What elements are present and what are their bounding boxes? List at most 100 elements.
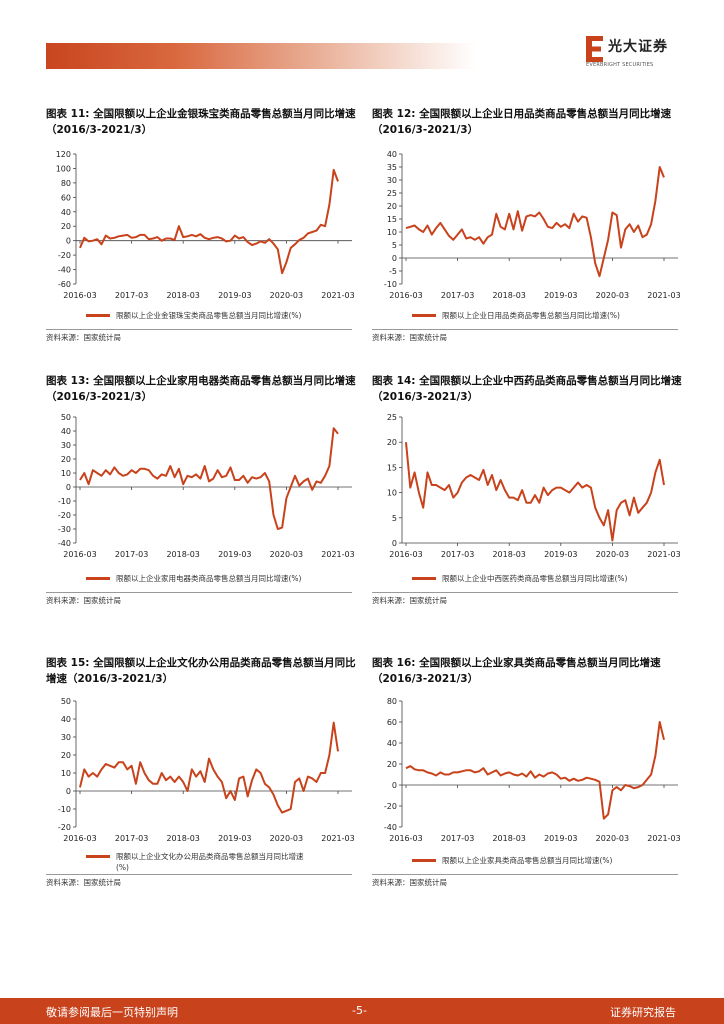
x-tick-label: 2018-03 xyxy=(166,550,199,559)
chart-legend: 限额以上企业金银珠宝类商品零售总额当月同比增速(%) xyxy=(86,310,356,321)
y-tick-label: 25 xyxy=(387,413,397,422)
brand-logo: 光大证券 EVERBRIGHT SECURITIES xyxy=(586,34,686,74)
y-tick-label: 20 xyxy=(387,438,397,447)
x-tick-label: 2017-03 xyxy=(441,291,474,300)
y-tick-label: 40 xyxy=(61,208,71,217)
series-line xyxy=(79,427,339,530)
legend-swatch xyxy=(412,577,436,580)
x-tick-label: 2017-03 xyxy=(115,834,148,843)
line-chart: -40 -30 -20 -10 0 10 20 30 40 50 2016-03 2017-03 201… xyxy=(58,413,355,559)
y-tick-label: -20 xyxy=(58,823,71,832)
x-tick-label: 2020-03 xyxy=(270,550,303,559)
y-tick-label: 10 xyxy=(61,769,71,778)
x-tick-label: 2019-03 xyxy=(218,550,251,559)
y-tick-label: -10 xyxy=(58,805,71,814)
chart-panel-2: 图表 12: 全国限额以上企业日用品类商品零售总额当月同比增速（2016/3-2… xyxy=(372,106,692,346)
source-divider xyxy=(46,592,352,593)
chart-source: 资料来源：国家统计局 xyxy=(372,333,447,342)
y-tick-label: 40 xyxy=(387,739,397,748)
chart-source: 资料来源：国家统计局 xyxy=(372,878,447,887)
chart-panel-1: 图表 11: 全国限额以上企业金银珠宝类商品零售总额当月同比增速（2016/3-… xyxy=(46,106,366,346)
chart-panel-5: 图表 15: 全国限额以上企业文化办公用品类商品零售总额当月同比增速（2016/… xyxy=(46,655,366,891)
x-tick-label: 2018-03 xyxy=(166,291,199,300)
x-tick-label: 2020-03 xyxy=(596,834,629,843)
y-tick-label: -20 xyxy=(58,251,71,260)
x-tick-label: 2017-03 xyxy=(441,550,474,559)
y-tick-label: 0 xyxy=(392,539,397,548)
y-tick-label: 30 xyxy=(387,176,397,185)
chart-legend: 限额以上企业家用电器类商品零售总额当月同比增速(%) xyxy=(86,573,356,584)
y-tick-label: 30 xyxy=(61,733,71,742)
x-tick-label: 2018-03 xyxy=(492,291,525,300)
line-chart: -60 -40 -20 0 20 40 60 80 100 120 2016-03 2017-03 20… xyxy=(56,150,355,300)
y-tick-label: 0 xyxy=(66,483,71,492)
y-tick-label: 50 xyxy=(61,697,71,706)
x-tick-label: 2016-03 xyxy=(389,291,422,300)
legend-swatch xyxy=(412,314,436,317)
y-tick-label: 10 xyxy=(387,489,397,498)
y-tick-label: -10 xyxy=(58,497,71,506)
series-line xyxy=(79,721,339,814)
x-tick-label: 2016-03 xyxy=(389,550,422,559)
y-tick-label: 15 xyxy=(387,463,397,472)
header-gradient-bar xyxy=(46,43,476,69)
line-chart: -40 -20 0 20 40 60 80 2016-03 2017-03 2018-03 2019… xyxy=(384,697,681,843)
y-tick-label: 25 xyxy=(387,189,397,198)
y-tick-label: 20 xyxy=(387,760,397,769)
y-tick-label: 100 xyxy=(56,164,71,173)
y-tick-label: 80 xyxy=(387,697,397,706)
series-line xyxy=(405,166,665,278)
x-tick-label: 2019-03 xyxy=(544,291,577,300)
series-line xyxy=(405,721,665,820)
line-chart: -10 -5 0 5 10 15 20 25 30 35 40 2016-03 2017-03 2018-… xyxy=(384,150,681,300)
y-tick-label: 120 xyxy=(56,150,71,159)
x-tick-label: 2020-03 xyxy=(270,834,303,843)
y-tick-label: -40 xyxy=(58,539,71,548)
line-chart: -20 -10 0 10 20 30 40 50 2016-03 2017-03 2018-03 20… xyxy=(58,697,355,843)
legend-swatch xyxy=(86,855,110,858)
y-tick-label: 40 xyxy=(61,715,71,724)
y-tick-label: -10 xyxy=(384,280,397,289)
chart-panel-6: 图表 16: 全国限额以上企业家具类商品零售总额当月同比增速（2016/3-20… xyxy=(372,655,692,891)
x-tick-label: 2017-03 xyxy=(115,291,148,300)
legend-label: 限额以上企业中西医药类商品零售总额当月同比增速(%) xyxy=(442,574,628,583)
brand-subtitle: EVERBRIGHT SECURITIES xyxy=(586,62,654,68)
legend-swatch xyxy=(86,314,110,317)
x-tick-label: 2016-03 xyxy=(63,550,96,559)
brand-name: 光大证券 xyxy=(608,39,668,55)
x-tick-label: 2021-03 xyxy=(647,291,680,300)
y-tick-label: -5 xyxy=(389,267,397,276)
y-tick-label: -20 xyxy=(58,511,71,520)
chart-legend: 限额以上企业中西医药类商品零售总额当月同比增速(%) xyxy=(412,573,682,584)
x-tick-label: 2020-03 xyxy=(270,291,303,300)
x-tick-label: 2016-03 xyxy=(63,291,96,300)
chart-title: 图表 16: 全国限额以上企业家具类商品零售总额当月同比增速（2016/3-20… xyxy=(372,657,661,685)
y-tick-label: -40 xyxy=(384,823,397,832)
x-tick-label: 2021-03 xyxy=(647,834,680,843)
x-tick-label: 2019-03 xyxy=(218,834,251,843)
legend-label: 限额以上企业家具类商品零售总额当月同比增速(%) xyxy=(442,856,613,865)
series-line xyxy=(79,168,339,275)
y-tick-label: 20 xyxy=(387,202,397,211)
chart-source: 资料来源：国家统计局 xyxy=(46,333,121,342)
chart-title: 图表 11: 全国限额以上企业金银珠宝类商品零售总额当月同比增速（2016/3-… xyxy=(46,108,356,136)
y-tick-label: -60 xyxy=(58,280,71,289)
legend-label: 限额以上企业金银珠宝类商品零售总额当月同比增速(%) xyxy=(116,311,302,320)
y-tick-label: 60 xyxy=(61,193,71,202)
legend-swatch xyxy=(412,859,436,862)
y-tick-label: 30 xyxy=(61,441,71,450)
y-tick-label: 40 xyxy=(387,150,397,159)
brand-logo-mark-icon xyxy=(586,36,603,62)
x-tick-label: 2021-03 xyxy=(321,291,354,300)
x-tick-label: 2019-03 xyxy=(218,291,251,300)
chart-legend: 限额以上企业日用品类商品零售总额当月同比增速(%) xyxy=(412,310,682,321)
x-tick-label: 2021-03 xyxy=(321,834,354,843)
source-divider xyxy=(46,329,352,330)
x-tick-label: 2018-03 xyxy=(492,834,525,843)
y-tick-label: 80 xyxy=(61,179,71,188)
x-tick-label: 2021-03 xyxy=(647,550,680,559)
y-tick-label: -40 xyxy=(58,266,71,275)
y-tick-label: 0 xyxy=(66,787,71,796)
source-divider xyxy=(46,874,352,875)
footer-disclaimer: 敬请参阅最后一页特别声明 xyxy=(46,1006,178,1019)
